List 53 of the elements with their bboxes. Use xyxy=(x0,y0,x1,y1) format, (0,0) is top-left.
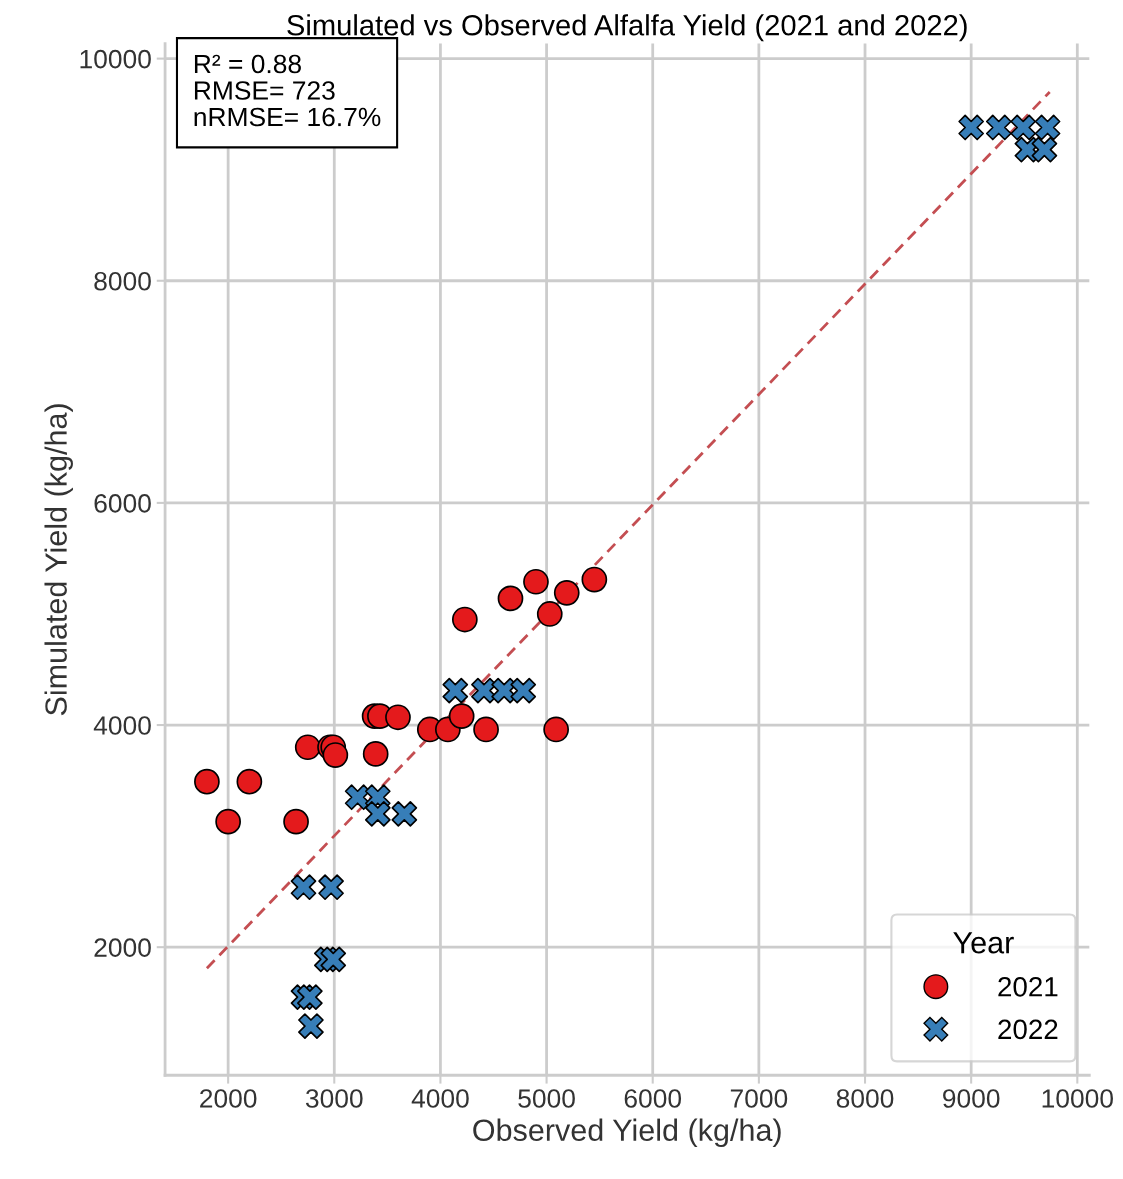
point xyxy=(364,801,391,827)
x-tick-label: 7000 xyxy=(730,1089,788,1108)
y-tick-label: 6000 xyxy=(94,494,151,513)
x-tick-label: 8000 xyxy=(836,1089,894,1108)
chart-title: Simulated vs Observed Alfalfa Yield (2021 and 2022) xyxy=(287,14,967,42)
point xyxy=(523,568,549,595)
point xyxy=(322,742,349,768)
point xyxy=(194,768,220,795)
point xyxy=(290,874,317,901)
point xyxy=(297,984,323,1011)
point xyxy=(320,946,347,973)
point xyxy=(1031,136,1058,163)
point xyxy=(536,601,563,627)
point xyxy=(543,716,569,743)
legend-label: 2021 xyxy=(998,976,1058,997)
point xyxy=(391,801,418,827)
point xyxy=(985,114,1012,141)
point xyxy=(510,677,537,704)
legend-label: 2022 xyxy=(998,1019,1058,1040)
point xyxy=(1010,114,1037,141)
point xyxy=(362,741,389,767)
y-axis-title: Simulated Yield (kg/ha) xyxy=(44,404,73,716)
legend-title: Year xyxy=(953,932,1014,954)
point xyxy=(442,677,469,704)
y-tick-label: 8000 xyxy=(94,271,151,291)
x-tick-label: 3000 xyxy=(305,1089,363,1108)
y-tick-label: 4000 xyxy=(93,716,151,735)
x-tick-label: 2000 xyxy=(200,1089,257,1108)
point xyxy=(581,566,608,593)
point xyxy=(236,768,263,795)
x-tick-label: 9000 xyxy=(943,1089,1000,1108)
point xyxy=(318,874,344,901)
x-tick-label: 10000 xyxy=(1042,1089,1113,1108)
point xyxy=(958,114,985,141)
point xyxy=(294,734,321,761)
point xyxy=(451,606,478,633)
point xyxy=(385,704,411,731)
point xyxy=(497,585,524,612)
point xyxy=(553,580,580,606)
point xyxy=(344,784,371,811)
point xyxy=(298,1013,324,1039)
point xyxy=(215,808,241,835)
y-tick-label: 2000 xyxy=(94,938,151,958)
x-tick-label: 6000 xyxy=(624,1089,682,1108)
point xyxy=(473,716,499,743)
point xyxy=(448,703,475,730)
y-tick-label: 10000 xyxy=(80,49,151,69)
annotation: R² = 0.88 RMSE= 723 nRMSE= 16.7% xyxy=(194,54,381,127)
point xyxy=(283,808,309,835)
x-axis-title: Observed Yield (kg/ha) xyxy=(473,1118,781,1148)
x-tick-label: 4000 xyxy=(411,1089,469,1108)
point xyxy=(1034,114,1061,141)
x-tick-label: 5000 xyxy=(518,1089,575,1108)
